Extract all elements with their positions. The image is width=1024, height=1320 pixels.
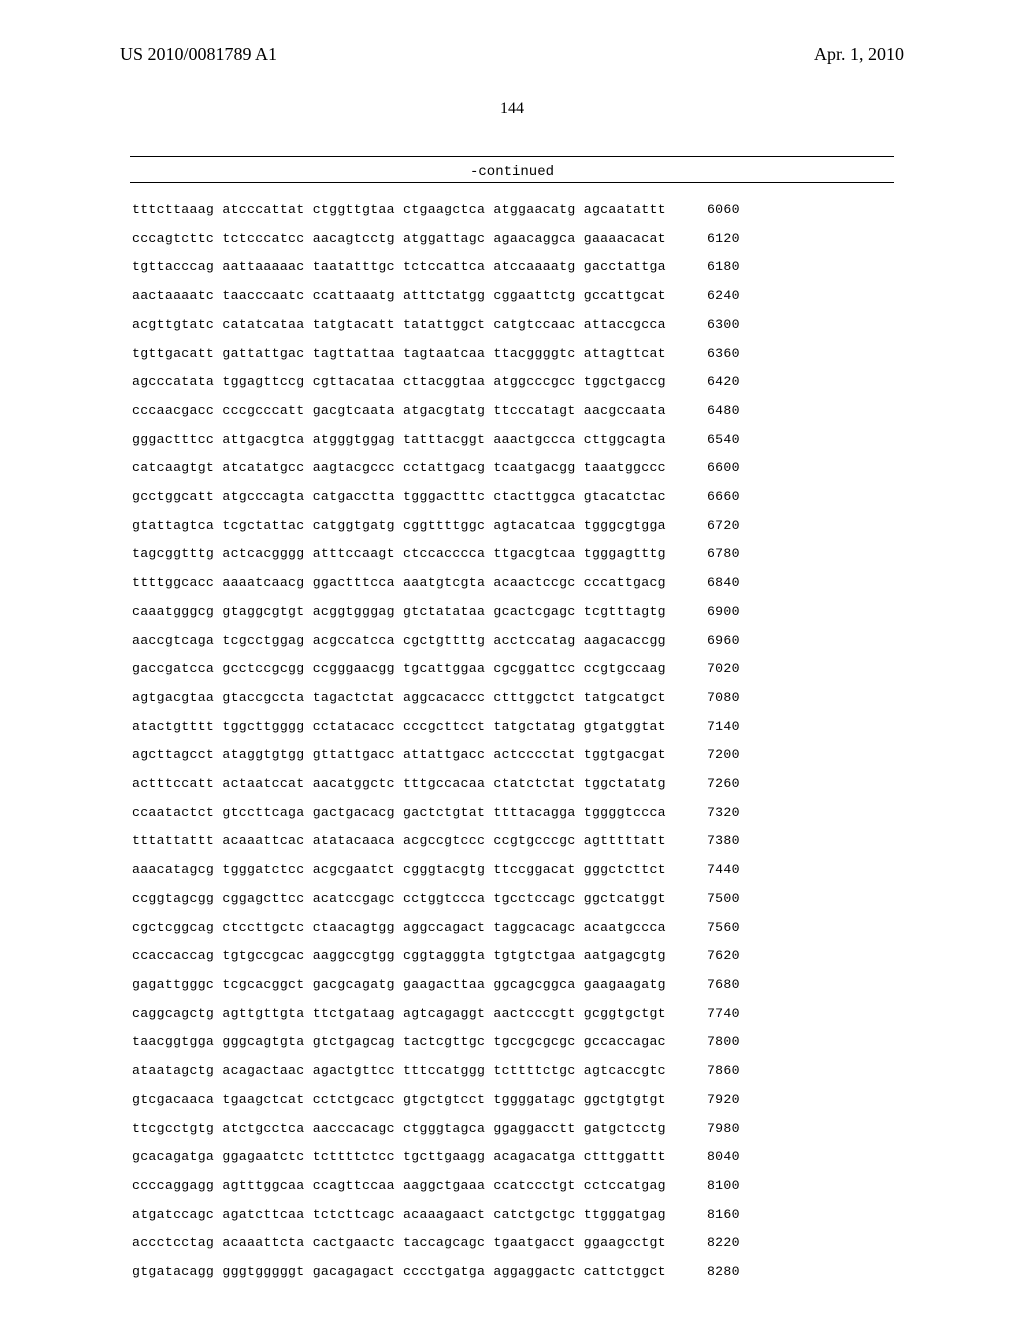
continued-label: -continued	[0, 164, 1024, 180]
publication-date: Apr. 1, 2010	[814, 44, 904, 65]
publication-number: US 2010/0081789 A1	[120, 44, 277, 65]
sequence-listing: tttcttaaag atcccattat ctggttgtaa ctgaagc…	[132, 196, 740, 1287]
rule-bottom	[130, 182, 894, 183]
rule-top	[130, 156, 894, 157]
page-number: 144	[0, 100, 1024, 118]
